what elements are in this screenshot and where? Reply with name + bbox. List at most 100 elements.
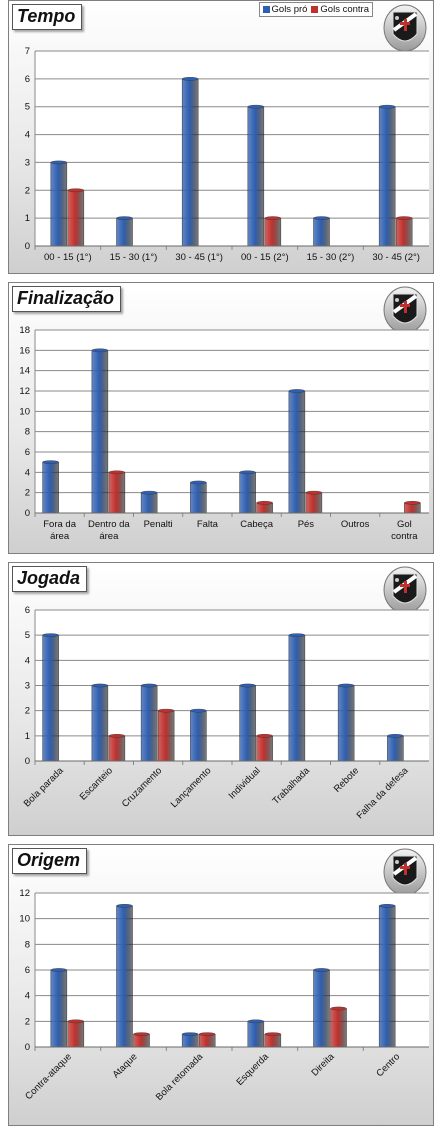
bar-top-contra xyxy=(305,490,323,495)
y-tick-label: 7 xyxy=(25,46,30,57)
bar-top-pro xyxy=(239,470,256,475)
bar-top-pro xyxy=(116,904,133,908)
y-tick-label: 5 xyxy=(25,102,30,113)
chart-title-box: Jogada xyxy=(12,566,88,592)
x-tick-label: Esquerda xyxy=(234,1051,271,1088)
bar-pro xyxy=(247,1021,265,1048)
bar-pro xyxy=(247,106,265,247)
y-tick-label: 8 xyxy=(25,939,30,950)
club-crest-icon xyxy=(383,286,427,339)
bar-pro xyxy=(190,482,207,514)
bar-contra xyxy=(264,217,282,247)
bar-pro xyxy=(337,685,355,762)
bar-pro xyxy=(42,461,59,514)
legend-swatch-pro xyxy=(262,5,270,13)
bar-contra xyxy=(330,1008,347,1048)
bar-top-contra xyxy=(198,1032,216,1036)
bar-contra xyxy=(305,492,323,514)
bar-top-contra xyxy=(404,501,421,505)
chart-legend: Gols pró Gols contra xyxy=(258,2,373,17)
bar-top-contra xyxy=(67,1019,85,1024)
bar-pro xyxy=(181,1033,199,1048)
x-tick-label: 00 - 15 (2°) xyxy=(241,252,289,263)
bar-top-contra xyxy=(108,470,126,475)
chart-panel-tempo: Tempo Gols pró Gols contra 0 1 2 3 4 5 6 7 00 - … xyxy=(8,0,434,274)
chart-panel-finalizacao: Finalização 0 2 4 6 8 10 12 14 16 18 Fora da área De… xyxy=(8,282,434,554)
bar-pro xyxy=(239,472,256,514)
x-tick-label: Cabeça xyxy=(240,519,273,530)
bar-pro xyxy=(42,634,59,762)
x-tick-label: Centro xyxy=(374,1051,402,1079)
legend-item-contra: Gols contra xyxy=(311,4,369,15)
y-tick-label: 14 xyxy=(19,366,30,377)
bar-top-contra xyxy=(108,734,126,738)
legend-label-pro: Gols pró xyxy=(271,4,308,15)
bar-pro xyxy=(140,685,158,762)
bar-pro xyxy=(91,350,109,514)
y-tick-label: 6 xyxy=(25,447,30,458)
bar-pro xyxy=(378,106,396,247)
y-tick-label: 3 xyxy=(25,681,30,692)
bar-top-pro xyxy=(181,77,199,81)
y-tick-label: 4 xyxy=(25,130,30,141)
y-tick-label: 0 xyxy=(25,1042,30,1053)
bar-pro xyxy=(50,969,68,1048)
bar-top-contra xyxy=(256,501,273,505)
bar-top-pro xyxy=(116,216,133,220)
y-tick-label: 6 xyxy=(25,605,30,616)
bar-chart-jogada: 0 1 2 3 4 5 6 Bola parada Escanteio Cruzamento Lan… xyxy=(22,605,429,821)
x-tick-label: 15 - 30 (1°) xyxy=(110,252,158,263)
y-tick-label: 2 xyxy=(25,1016,30,1027)
y-tick-label: 16 xyxy=(19,345,30,356)
bar-pro xyxy=(288,634,306,762)
x-tick-label: Bola parada xyxy=(22,765,67,810)
bar-pro xyxy=(116,217,133,247)
x-tick-label: Penalti xyxy=(144,519,173,530)
y-tick-label: 1 xyxy=(25,731,30,742)
x-tick-label: Lançamento xyxy=(169,765,214,810)
bar-top-pro xyxy=(91,683,109,688)
x-tick-label: Falta xyxy=(197,519,219,530)
chart-title-box: Origem xyxy=(12,848,88,874)
bar-pro xyxy=(116,905,133,1048)
bar-chart-origem: 0 2 4 6 8 10 12 Contra-ataque Ataque Bola retomad… xyxy=(19,888,429,1103)
y-tick-label: 4 xyxy=(25,467,30,478)
y-tick-label: 18 xyxy=(19,325,30,336)
x-tick-label: Direita xyxy=(309,1051,337,1079)
bar-top-contra xyxy=(67,188,85,193)
bar-top-pro xyxy=(337,683,355,688)
x-tick-label: 30 - 45 (1°) xyxy=(175,252,223,263)
bar-pro xyxy=(140,492,158,514)
bar-contra xyxy=(108,735,126,762)
bar-pro xyxy=(181,78,199,247)
bar-top-pro xyxy=(140,683,158,688)
bar-top-pro xyxy=(50,160,68,165)
x-tick-label: Bola retomada xyxy=(154,1051,206,1103)
plot-area xyxy=(35,51,429,246)
bar-top-pro xyxy=(42,633,59,637)
y-tick-label: 10 xyxy=(19,914,30,925)
chart-title: Jogada xyxy=(17,568,81,588)
bar-pro xyxy=(313,217,330,247)
bar-top-pro xyxy=(247,104,265,109)
bar-top-pro xyxy=(190,708,207,713)
y-tick-label: 2 xyxy=(25,185,30,196)
x-tick-label: Fora da área xyxy=(43,519,76,542)
chart-title: Tempo xyxy=(17,6,76,26)
y-tick-label: 6 xyxy=(25,965,30,976)
legend-swatch-contra xyxy=(311,5,319,13)
x-tick-label: Individual xyxy=(227,765,263,801)
bar-top-pro xyxy=(378,104,396,109)
bar-pro xyxy=(288,390,306,514)
y-tick-label: 8 xyxy=(25,427,30,438)
club-crest-icon xyxy=(383,4,427,57)
x-tick-label: 00 - 15 (1°) xyxy=(44,252,92,263)
y-tick-label: 4 xyxy=(25,655,30,666)
bar-contra xyxy=(198,1033,216,1048)
bar-top-pro xyxy=(42,460,59,464)
bar-pro xyxy=(50,162,68,247)
x-tick-label: Falha da defesa xyxy=(355,765,411,821)
y-tick-label: 3 xyxy=(25,157,30,168)
chart-panel-jogada: Jogada 0 1 2 3 4 5 6 Bola parada Escanteio Cruzam… xyxy=(8,562,434,836)
bar-top-pro xyxy=(387,734,404,738)
